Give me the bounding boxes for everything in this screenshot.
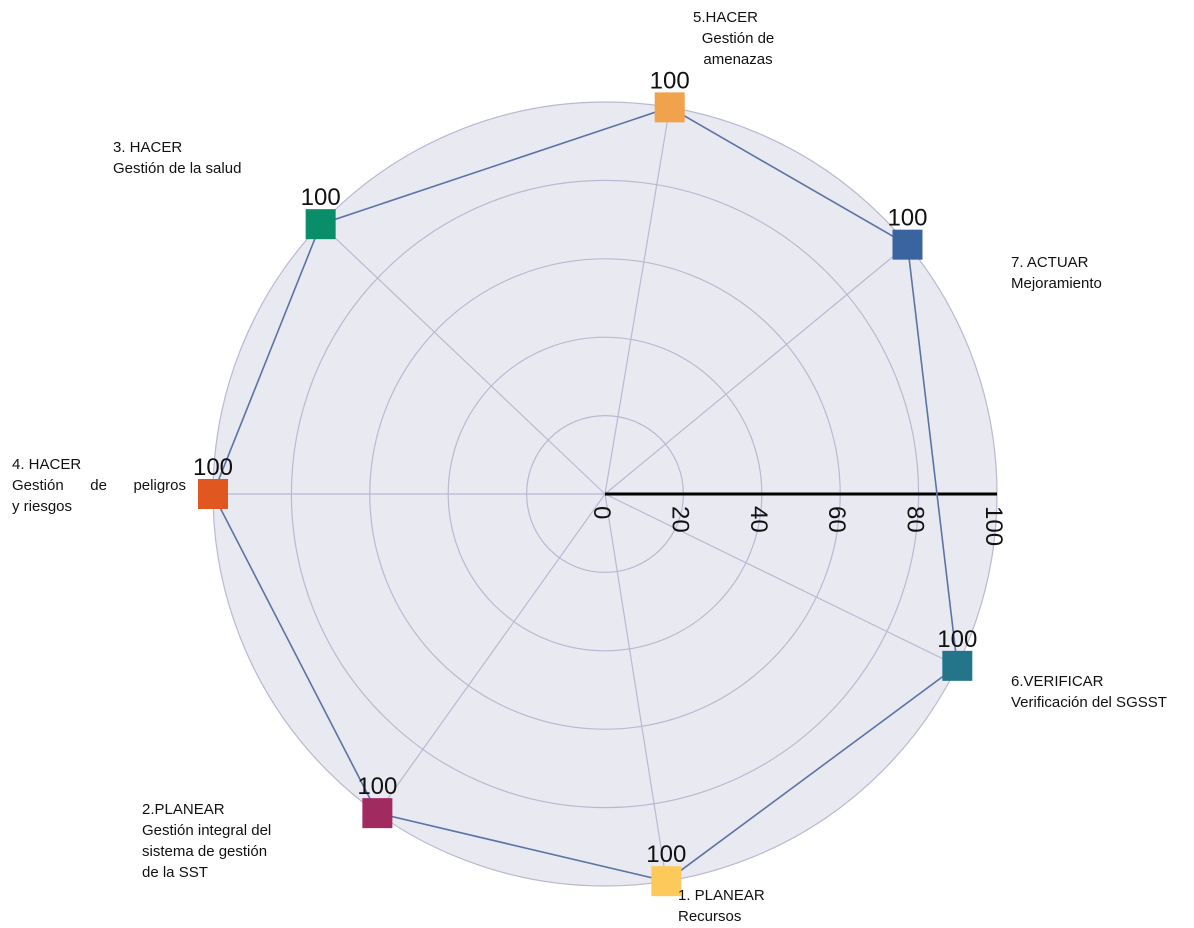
radial-tick-label-40: 40 <box>745 506 772 533</box>
value-label-4: 100 <box>301 184 341 211</box>
spoke-5 <box>604 107 671 495</box>
value-label-1: 100 <box>646 841 686 868</box>
marker-6 <box>892 229 923 260</box>
marker-5 <box>654 92 685 123</box>
category-label-2-planear: 2.PLANEAR Gestión integral del sistema d… <box>142 801 272 881</box>
category-label-6-verificar: 6.VERIFICAR Verificación del SGSST <box>1011 673 1167 711</box>
radial-tick-label-0: 0 <box>588 506 615 519</box>
category-label-5-hacer: 5.HACER Gestión de amenazas <box>693 9 775 68</box>
value-label-5: 100 <box>650 67 690 94</box>
data-markers <box>198 92 973 897</box>
spoke-6 <box>604 244 908 495</box>
marker-4 <box>305 209 336 240</box>
radar-gridlines <box>213 107 958 882</box>
value-label-6: 100 <box>887 205 927 232</box>
value-label-3: 100 <box>193 454 233 481</box>
radial-tick-label-20: 20 <box>666 506 693 533</box>
marker-7 <box>942 650 973 681</box>
marker-1 <box>651 866 682 897</box>
value-label-2: 100 <box>357 773 397 800</box>
category-label-3-hacer: 3. HACER Gestión de la salud <box>113 139 242 177</box>
series-outline <box>212 106 959 883</box>
radial-tick-label-100: 100 <box>980 506 1007 546</box>
series-polygon <box>212 106 959 883</box>
marker-2 <box>362 798 393 829</box>
value-labels: 100 100 100 100 100 100 100 <box>193 67 977 868</box>
category-label-4-hacer: 4. HACER Gestión de peligros y riesgos <box>12 456 186 515</box>
value-label-7: 100 <box>937 626 977 653</box>
category-label-7-actuar: 7. ACTUAR Mejoramiento <box>1011 254 1102 292</box>
spoke-4 <box>320 223 606 495</box>
spoke-1 <box>604 493 667 882</box>
radial-axis: 0 20 40 60 80 100 <box>588 492 1007 546</box>
spoke-2 <box>376 493 606 814</box>
radial-tick-label-60: 60 <box>823 506 850 533</box>
marker-3 <box>198 479 228 509</box>
radial-tick-label-80: 80 <box>902 506 929 533</box>
spoke-7 <box>604 493 958 667</box>
category-label-1-planear: 1. PLANEAR Recursos <box>678 887 765 925</box>
